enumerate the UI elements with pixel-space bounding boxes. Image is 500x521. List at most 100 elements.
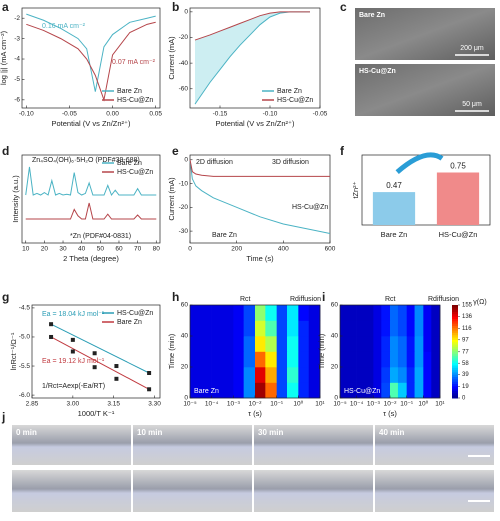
heat-cell (381, 320, 391, 337)
y-tick-label: -40 (179, 60, 189, 67)
heat-cell (211, 320, 234, 337)
legend-label: HS-Cu@Zn (117, 97, 153, 104)
heat-cell (414, 367, 424, 383)
value-label: 0.47 (386, 181, 402, 190)
colorbar-segment (452, 386, 458, 390)
heat-cell (406, 351, 415, 368)
heat-cell (340, 305, 357, 321)
panel-label: d (2, 144, 9, 158)
panel-label: j (1, 410, 5, 424)
x-tick-label: 20 (41, 246, 49, 253)
panel-label: b (172, 0, 179, 14)
y-axis-label: Current (mA) (167, 36, 176, 80)
image-label: Bare Zn (359, 12, 385, 19)
optical-image (375, 470, 494, 512)
heat-cell (233, 351, 244, 368)
panel-label: i (322, 290, 325, 304)
heat-cell (276, 305, 288, 321)
y-tick-label: 0 (334, 395, 338, 402)
colorbar-segment (452, 353, 458, 357)
x-tick-label: -0.15 (213, 111, 228, 118)
heat-cell (298, 367, 309, 383)
x-axis-label: Potential (V vs Zn/Zn²⁺) (216, 119, 295, 128)
panel-label: e (172, 144, 179, 158)
colorbar-segment (452, 337, 458, 341)
heat-cell (287, 320, 299, 337)
data-line (189, 159, 330, 177)
x-tick-label: 60 (115, 246, 123, 253)
data-line (189, 159, 331, 234)
image-label: 0 min (16, 428, 37, 437)
heat-cell (373, 305, 382, 321)
heat-cell (243, 320, 256, 337)
y-axis-label: tZn²⁺ (351, 181, 360, 198)
x-tick-label: 3.00 (67, 401, 80, 408)
x-tick-label: -0.10 (263, 111, 278, 118)
x-tick-label: 10⁻¹ (270, 401, 284, 408)
x-axis-label: Potential (V vs Zn/Zn²⁺) (52, 119, 131, 128)
colorbar-tick-label: 39 (462, 372, 469, 378)
heat-cell (243, 382, 256, 399)
heat-cell (390, 367, 399, 383)
y-axis-label: lnRct⁻¹/Ω⁻¹ (9, 332, 18, 370)
heat-cell (381, 336, 391, 352)
heat-cell (233, 367, 244, 383)
data-line (194, 11, 310, 41)
heat-cell (298, 382, 309, 399)
heat-cell (431, 367, 441, 383)
annotation: Rct (240, 296, 251, 303)
colorbar-segment (452, 309, 458, 313)
heat-cell (255, 336, 266, 352)
legend-label: HS-Cu@Zn (277, 97, 313, 104)
annotation: Zn₄SO₄(OH)₆·5H₂O (PDF#39-688) (32, 157, 140, 164)
heat-cell (373, 351, 382, 368)
heat-cell (255, 367, 266, 383)
heat-cell (211, 336, 234, 352)
heat-cell (276, 336, 288, 352)
x-tick-label: 10⁻² (249, 401, 263, 408)
heat-cell (406, 382, 415, 399)
x-tick-label: 80 (153, 246, 161, 253)
y-tick-label: 60 (331, 302, 339, 309)
colorbar-segment (452, 365, 458, 369)
colorbar-segment (452, 379, 458, 383)
colorbar-segment (452, 325, 458, 329)
colorbar-tick-label: 116 (462, 326, 472, 332)
colorbar-tick-label: 58 (462, 361, 469, 367)
x-tick-label: 30 (59, 246, 67, 253)
heat-cell (190, 336, 212, 352)
heat-cell (276, 320, 288, 337)
y-tick-label: -20 (179, 204, 189, 211)
scale-label: 200 μm (460, 45, 484, 52)
y-tick-label: -4 (14, 56, 20, 63)
y-tick-label: -30 (179, 228, 189, 235)
x-tick-label: 10⁰ (418, 400, 428, 408)
y-axis-label: Time (min) (167, 333, 176, 369)
heat-cell (423, 320, 432, 337)
heat-cell (243, 367, 256, 383)
legend-label: Bare Zn (117, 319, 142, 326)
annotation: Ea = 19.12 kJ mol⁻¹ (42, 358, 105, 365)
heat-cell (423, 351, 432, 368)
annotation: HS-Cu@Zn (292, 204, 328, 211)
plot-frame (21, 154, 161, 244)
colorbar-tick-label: 136 (462, 314, 473, 320)
colorbar-segment (452, 367, 458, 371)
heat-cell (276, 382, 288, 399)
heat-cell (308, 367, 321, 383)
heat-cell (308, 351, 321, 368)
heat-cell (381, 351, 391, 368)
category-label: HS-Cu@Zn (439, 230, 478, 239)
y-tick-label: 0 (184, 395, 188, 402)
heat-cell (340, 367, 357, 383)
colorbar-tick-label: 77 (462, 349, 469, 355)
image-label: 40 min (379, 428, 404, 437)
heat-cell (406, 336, 415, 352)
colorbar-tick-label: 155 (462, 303, 473, 309)
data-point (70, 337, 75, 342)
annotation: Ea = 18.04 kJ mol⁻¹ (42, 311, 105, 318)
x-tick-label: 10⁰ (293, 400, 303, 408)
colorbar-segment (452, 318, 458, 322)
heat-cell (190, 367, 212, 383)
